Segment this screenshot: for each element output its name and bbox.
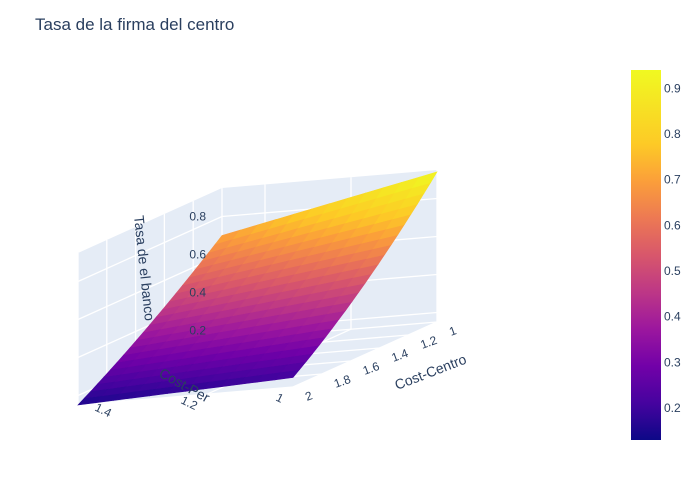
colorbar-tick-label: 0.9	[664, 81, 681, 95]
chart-title: Tasa de la firma del centro	[35, 15, 234, 34]
colorbar-tick-label: 0.7	[664, 173, 681, 187]
y-tick-label: 1	[274, 390, 286, 406]
z-tick-label: 0.4	[189, 286, 206, 300]
x-tick-label: 1	[447, 323, 458, 339]
colorbar: 0.2 0.3 0.4 0.5 0.6 0.7 0.8 0.9	[631, 70, 681, 440]
colorbar-tick-label: 0.8	[664, 127, 681, 141]
colorbar-tick-label: 0.3	[664, 355, 681, 369]
z-tick-label: 0.2	[189, 324, 206, 338]
colorbar-tick-label: 0.2	[664, 401, 681, 415]
z-gridline	[77, 253, 223, 321]
colorbar-ticks: 0.2 0.3 0.4 0.5 0.6 0.7 0.8 0.9	[664, 81, 681, 415]
tick-labels: 0.2 0.4 0.6 0.8 1 1.2 1.4 1.6 1.8 2 1 1.2 1.4	[93, 210, 459, 421]
plot-scene: 0.2 0.4 0.6 0.8 1 1.2 1.4 1.6 1.8 2 1 1.2 1.4	[77, 170, 459, 421]
surface-cell	[411, 171, 438, 189]
colorbar-tick-label: 0.5	[664, 264, 681, 278]
y-gridline	[292, 321, 438, 388]
x-tick-label: 1.2	[418, 333, 439, 352]
z-tick-label: 0.8	[189, 210, 206, 224]
z-tick-label: 0.6	[189, 248, 206, 262]
x-gridline	[77, 386, 294, 406]
colorbar-tick-label: 0.4	[664, 310, 681, 324]
z-gridline	[77, 215, 223, 283]
colorbar-gradient	[631, 70, 661, 440]
x-tick-label: 1.6	[361, 359, 382, 378]
y-tick-label: 1.2	[179, 393, 200, 413]
x-tick-label: 1.8	[332, 372, 353, 391]
y-tick-label: 1.4	[93, 400, 114, 420]
x-tick-label: 1.4	[390, 346, 411, 365]
x-tick-label: 2	[303, 388, 314, 404]
surface-mesh	[77, 171, 438, 406]
colorbar-tick-label: 0.6	[664, 218, 681, 232]
